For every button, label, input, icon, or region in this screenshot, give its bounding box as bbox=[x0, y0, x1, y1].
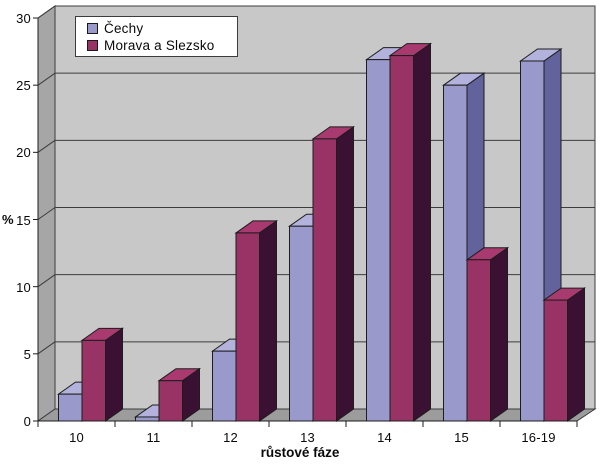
chart-bars bbox=[56, 42, 587, 422]
y-tick-label: 0 bbox=[23, 414, 31, 429]
chart-axes bbox=[33, 17, 578, 427]
bar-Morava a Slezsko-16-19 bbox=[542, 287, 587, 422]
bar-Morava a Slezsko-13 bbox=[311, 125, 356, 422]
x-tick-label: 13 bbox=[300, 430, 315, 445]
y-tick-label: 15 bbox=[16, 212, 31, 228]
x-tick-label: 12 bbox=[223, 430, 238, 445]
y-tick-label: 30 bbox=[16, 11, 31, 26]
bar-Morava a Slezsko-12 bbox=[234, 219, 279, 422]
legend: Čechy Morava a Slezsko bbox=[75, 16, 238, 57]
y-tick-label: 25 bbox=[16, 78, 31, 94]
bar-Morava a Slezsko-15 bbox=[465, 246, 510, 422]
bar-Morava a Slezsko-10 bbox=[80, 327, 125, 422]
bar-Morava a Slezsko-14 bbox=[388, 42, 433, 422]
y-axis-title: % bbox=[2, 212, 14, 227]
legend-item-cechy: Čechy bbox=[87, 20, 237, 37]
y-tick-label: 5 bbox=[23, 346, 31, 362]
bar-Morava a Slezsko-11 bbox=[157, 367, 202, 422]
x-tick-label: 14 bbox=[377, 430, 392, 445]
legend-swatch-cechy-icon bbox=[87, 23, 98, 34]
x-tick-label: 10 bbox=[69, 430, 84, 445]
legend-label-cechy: Čechy bbox=[104, 21, 144, 36]
x-tick-label: 16-19 bbox=[521, 430, 556, 445]
legend-label-morava: Morava a Slezsko bbox=[104, 38, 215, 53]
legend-item-morava: Morava a Slezsko bbox=[87, 37, 237, 54]
y-tick-label: 10 bbox=[16, 279, 31, 295]
x-tick-label: 11 bbox=[146, 430, 161, 445]
legend-swatch-morava-icon bbox=[87, 40, 98, 51]
x-tick-label: 15 bbox=[454, 430, 469, 445]
x-axis-title: růstové fáze bbox=[260, 445, 340, 460]
y-tick-label: 20 bbox=[16, 145, 31, 161]
